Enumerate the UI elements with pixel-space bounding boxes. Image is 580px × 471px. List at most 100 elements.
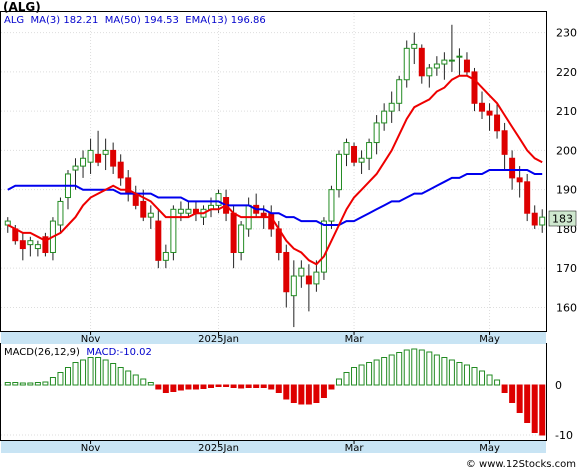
current-price-box-bg [548, 210, 577, 227]
macd-bar [57, 372, 64, 386]
candle-body [373, 122, 380, 144]
macd-bar [200, 384, 207, 389]
macd-legend: MACD(26,12,9) MACD:-10.02 [4, 347, 152, 358]
candle-body [117, 161, 124, 179]
macd-bar [494, 379, 501, 386]
macd-bar [260, 384, 267, 388]
candle-body [509, 157, 516, 179]
watermark: © www.12Stocks.com [465, 459, 576, 470]
candle-body [471, 71, 478, 104]
date-axis-band [1, 441, 546, 453]
macd-bar [335, 378, 342, 386]
candle-body [381, 110, 388, 124]
candle-body [110, 149, 117, 167]
macd-bar [328, 384, 335, 390]
macd-bar [539, 384, 546, 436]
candle-body [42, 236, 49, 253]
candle-body [4, 220, 11, 226]
macd-bar [125, 370, 132, 386]
candle-body [411, 43, 418, 49]
legend-symbol: ALG [4, 15, 25, 26]
price-tick-label: 210 [556, 105, 577, 118]
macd-bar [72, 362, 79, 386]
candle-body [170, 208, 177, 253]
candle-body [80, 157, 87, 167]
macd-bar [19, 382, 26, 386]
candle-body [448, 59, 455, 62]
macd-tick-label: 0 [555, 379, 562, 392]
price-tick-label: 220 [556, 66, 577, 79]
candle-body [147, 212, 154, 218]
current-price-box: 183 [548, 210, 577, 227]
macd-bar [170, 384, 177, 392]
chart-title: (ALG) [3, 0, 41, 14]
candle-body [95, 153, 102, 163]
macd-bar [366, 362, 373, 386]
macd-bar [524, 384, 531, 423]
macd-bar [245, 384, 252, 388]
candle-body [351, 145, 358, 163]
macd-bar [298, 384, 305, 405]
ema13-line [7, 74, 543, 266]
date-tick-label: 2025Jan [198, 443, 239, 454]
macd-bar [486, 374, 493, 386]
date-tick-label: Mar [345, 443, 365, 454]
candle-body [539, 216, 546, 226]
macd-panel-border [0, 343, 547, 441]
candle-body [320, 220, 327, 273]
macd-axis-ticks: 0 -10 [555, 379, 573, 442]
macd-bar [320, 384, 327, 398]
date-tick-label: May [479, 443, 500, 454]
macd-bar [140, 378, 147, 386]
candle-body [388, 102, 395, 112]
candle-body [366, 142, 373, 159]
candle-body [102, 149, 109, 155]
macd-bar [34, 382, 41, 386]
date-tick-label: Nov [81, 334, 101, 345]
candle-body [501, 130, 508, 155]
candle-body [305, 275, 312, 285]
ma50-line [7, 169, 543, 226]
macd-bar [230, 384, 237, 388]
macd-histogram [4, 348, 546, 436]
price-tick-label: 160 [556, 301, 577, 314]
macd-bar [290, 384, 297, 403]
macd-bar [396, 352, 403, 386]
macd-bar [64, 367, 71, 386]
price-panel-border [0, 11, 547, 332]
candle-body [463, 59, 470, 73]
candle-body [426, 67, 433, 77]
price-legend: ALG MA(3) 182.21 MA(50) 194.53 EMA(13) 1… [4, 15, 266, 26]
macd-bar [351, 367, 358, 386]
candle-body [418, 47, 425, 77]
candle-body [72, 165, 79, 171]
candle-body [34, 244, 41, 250]
candle-body [396, 79, 403, 104]
price-tick-label: 170 [556, 262, 577, 275]
macd-bar [223, 384, 230, 387]
candle-body [215, 193, 222, 206]
candle-body [494, 114, 501, 132]
macd-bar [117, 367, 124, 386]
macd-bar [87, 357, 94, 386]
macd-bar [132, 374, 139, 386]
date-tick-label: Mar [345, 334, 365, 345]
candle-body [335, 153, 342, 191]
macd-bar [42, 381, 49, 386]
macd-bar [215, 384, 222, 387]
macd-bar [177, 384, 184, 391]
candle-body [358, 157, 365, 163]
macd-bar [27, 382, 34, 386]
legend-ma-short: MA(3) [30, 15, 61, 26]
legend-ma-short-value: 182.21 [63, 15, 99, 26]
macd-tick-label: -10 [555, 429, 573, 442]
candle-body [283, 251, 290, 293]
candle-body [486, 110, 493, 116]
macd-bar [531, 384, 538, 433]
candle-body [87, 149, 94, 163]
macd-bar [373, 359, 380, 386]
macd-bar [411, 348, 418, 386]
candle-body [328, 189, 335, 222]
macd-bar [463, 364, 470, 386]
